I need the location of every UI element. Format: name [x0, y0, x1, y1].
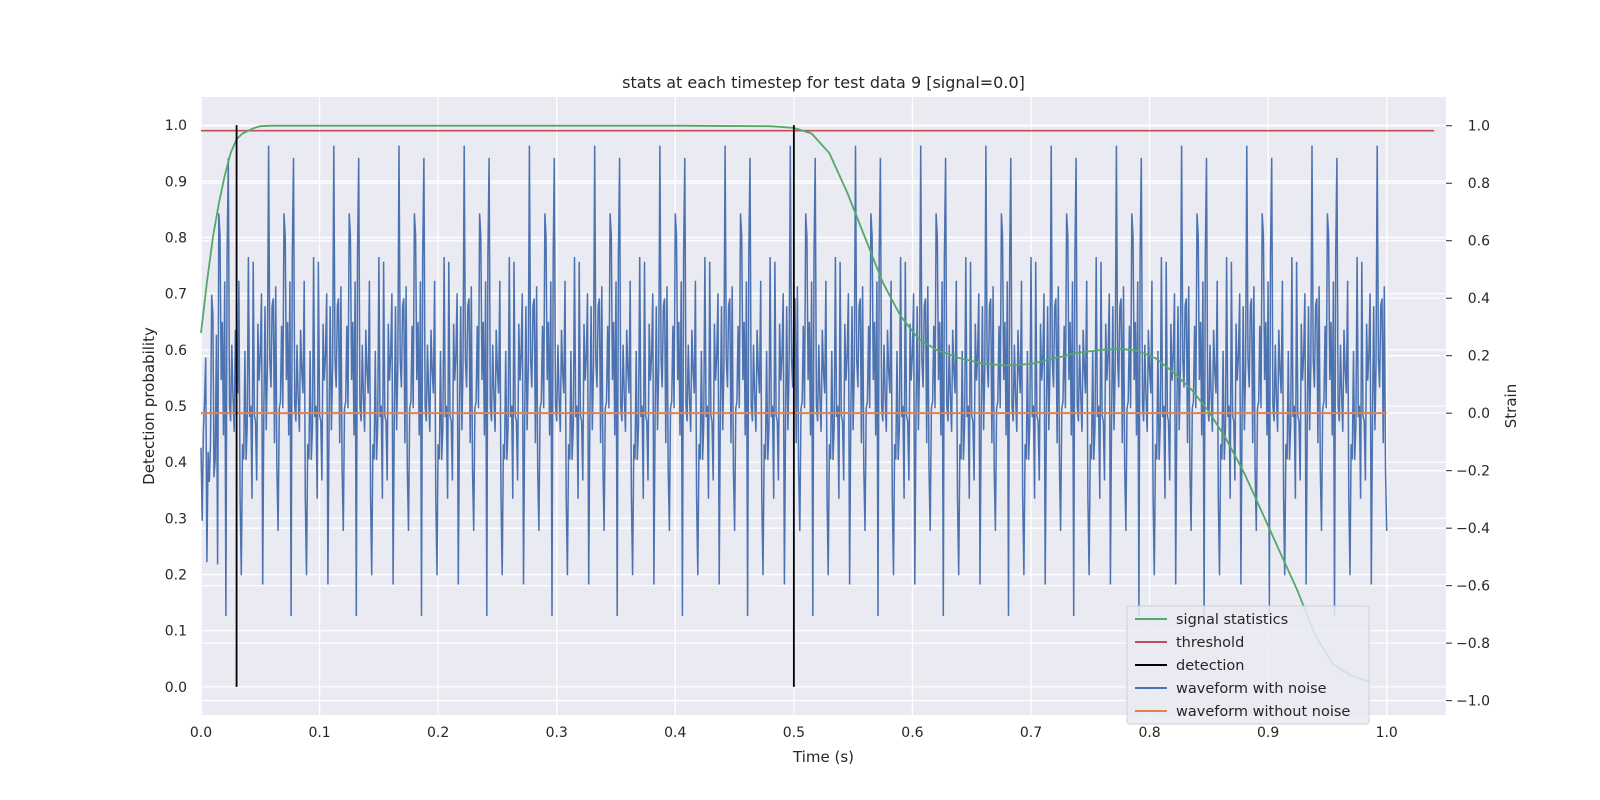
- x-tick-label: 0.0: [190, 725, 212, 741]
- x-tick-label: 0.4: [664, 725, 686, 741]
- legend-label: waveform without noise: [1176, 704, 1350, 720]
- x-tick-label: 0.8: [1138, 725, 1160, 741]
- y-tick-label: 1.0: [165, 118, 187, 134]
- y-tick-label: 0.3: [165, 511, 187, 527]
- x-tick-label: 0.7: [1020, 725, 1042, 741]
- y-tick-label: 0.0: [165, 680, 187, 696]
- y-tick-label: 0.6: [165, 343, 187, 359]
- y2-tick-label: −0.6: [1456, 579, 1490, 595]
- y-tick-label: 0.2: [165, 568, 187, 584]
- legend-label: threshold: [1176, 635, 1244, 651]
- y-tick-label: 0.1: [165, 624, 187, 640]
- y-tick-label: 0.7: [165, 287, 187, 303]
- legend-label: waveform with noise: [1176, 681, 1327, 697]
- x-tick-label: 0.6: [901, 725, 923, 741]
- legend-label: signal statistics: [1176, 612, 1288, 628]
- y2-tick-label: 1.0: [1468, 119, 1490, 135]
- x-tick-label: 0.1: [308, 725, 330, 741]
- legend-label: detection: [1176, 658, 1244, 674]
- y2-tick-label: 0.6: [1468, 234, 1490, 250]
- y-tick-label: 0.4: [165, 455, 187, 471]
- y-tick-label: 0.5: [165, 399, 187, 415]
- chart-title: stats at each timestep for test data 9 […: [622, 73, 1025, 92]
- y2-tick-label: 0.4: [1468, 291, 1490, 307]
- y2-tick-label: 0.8: [1468, 176, 1490, 192]
- y2-tick-label: −0.4: [1456, 521, 1490, 537]
- y2-tick-label: −0.8: [1456, 636, 1490, 652]
- y-tick-label: 0.9: [165, 174, 187, 190]
- y-axis-label: Detection probability: [140, 327, 158, 485]
- y2-tick-label: −0.2: [1456, 464, 1490, 480]
- x-axis-label: Time (s): [792, 748, 854, 766]
- legend-box: [1126, 605, 1370, 725]
- x-tick-label: 0.9: [1257, 725, 1279, 741]
- x-tick-label: 1.0: [1376, 725, 1398, 741]
- x-tick-label: 0.5: [783, 725, 805, 741]
- y2-tick-label: −1.0: [1456, 694, 1490, 710]
- y2-tick-label: 0.0: [1468, 406, 1490, 422]
- y-tick-label: 0.8: [165, 230, 187, 246]
- x-tick-label: 0.3: [546, 725, 568, 741]
- signal-statistics-line: [200, 124, 1370, 683]
- x-tick-label: 0.2: [427, 725, 449, 741]
- y2-tick-label: 0.2: [1468, 349, 1490, 365]
- y2-axis-label: Strain: [1502, 384, 1520, 428]
